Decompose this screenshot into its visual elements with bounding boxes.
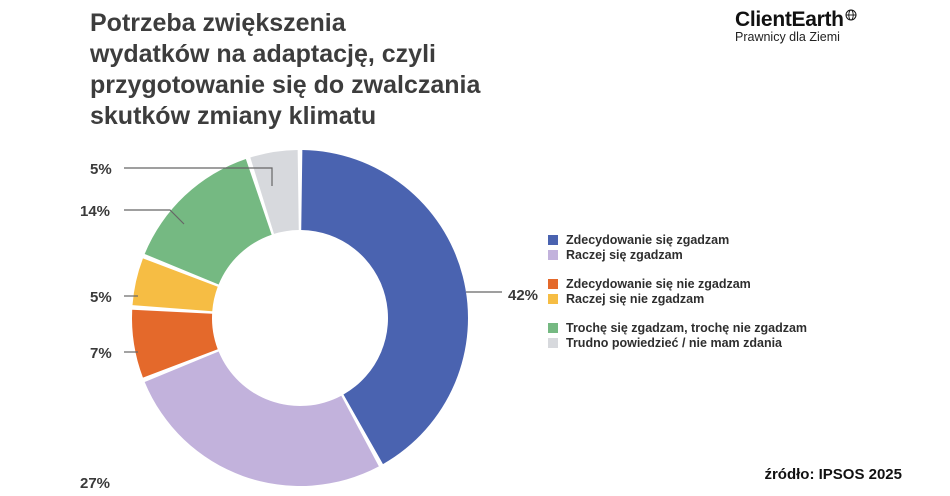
donut-slice [144, 158, 272, 285]
data-label: 5% [90, 289, 112, 306]
legend-item: Zdecydowanie się zgadzam [548, 232, 807, 247]
legend-item: Raczej się nie zgadzam [548, 291, 807, 306]
legend-swatch [548, 337, 558, 348]
legend-swatch [548, 322, 558, 333]
logo-name: ClientEarth [735, 8, 844, 31]
donut-slice [131, 309, 218, 378]
chart-legend: Zdecydowanie się zgadzam Raczej się zgadz… [548, 232, 807, 350]
data-label: 14% [80, 203, 110, 220]
chart-title: Potrzeba zwiększenia wydatków na adaptac… [90, 8, 650, 132]
legend-swatch [548, 293, 558, 304]
legend-item: Trochę się zgadzam, trochę nie zgadzam [548, 320, 807, 335]
donut-slice [132, 258, 218, 312]
leader-line [124, 167, 273, 186]
chart-title-line: skutków zmiany klimatu [90, 102, 377, 130]
data-label: 42% [508, 287, 538, 304]
legend-label: Raczej się nie zgadzam [566, 291, 705, 306]
legend-swatch [548, 249, 558, 260]
data-label: 5% [90, 161, 112, 178]
donut-slice [301, 150, 468, 465]
donut-slice [144, 351, 379, 486]
legend-label: Raczej się zgadzam [566, 247, 683, 262]
legend-item: Trudno powiedzieć / nie mam zdania [548, 335, 807, 350]
legend-item: Raczej się zgadzam [548, 247, 807, 262]
legend-swatch [548, 234, 558, 245]
data-label: 7% [90, 345, 112, 362]
legend-label: Zdecydowanie się zgadzam [566, 232, 730, 247]
legend-item: Zdecydowanie się nie zgadzam [548, 276, 807, 291]
globe-icon [845, 9, 857, 21]
legend-label: Zdecydowanie się nie zgadzam [566, 276, 751, 291]
leader-line [124, 209, 185, 225]
chart-title-line: wydatków na adaptację, czyli [90, 40, 436, 68]
donut-slice [250, 150, 299, 234]
data-label: 27% [80, 475, 110, 492]
legend-swatch [548, 278, 558, 289]
legend-label: Trochę się zgadzam, trochę nie zgadzam [566, 320, 808, 335]
logo-tagline: Prawnicy dla Ziemi [735, 30, 840, 44]
legend-label: Trudno powiedzieć / nie mam zdania [566, 335, 783, 350]
source-note: źródło: IPSOS 2025 [764, 466, 902, 483]
chart-title-line: Potrzeba zwiększenia [90, 9, 346, 37]
clientearth-logo: ClientEarth Prawnicy dla Ziemi [735, 8, 905, 44]
chart-title-line: przygotowanie się do zwalczania [90, 71, 481, 99]
